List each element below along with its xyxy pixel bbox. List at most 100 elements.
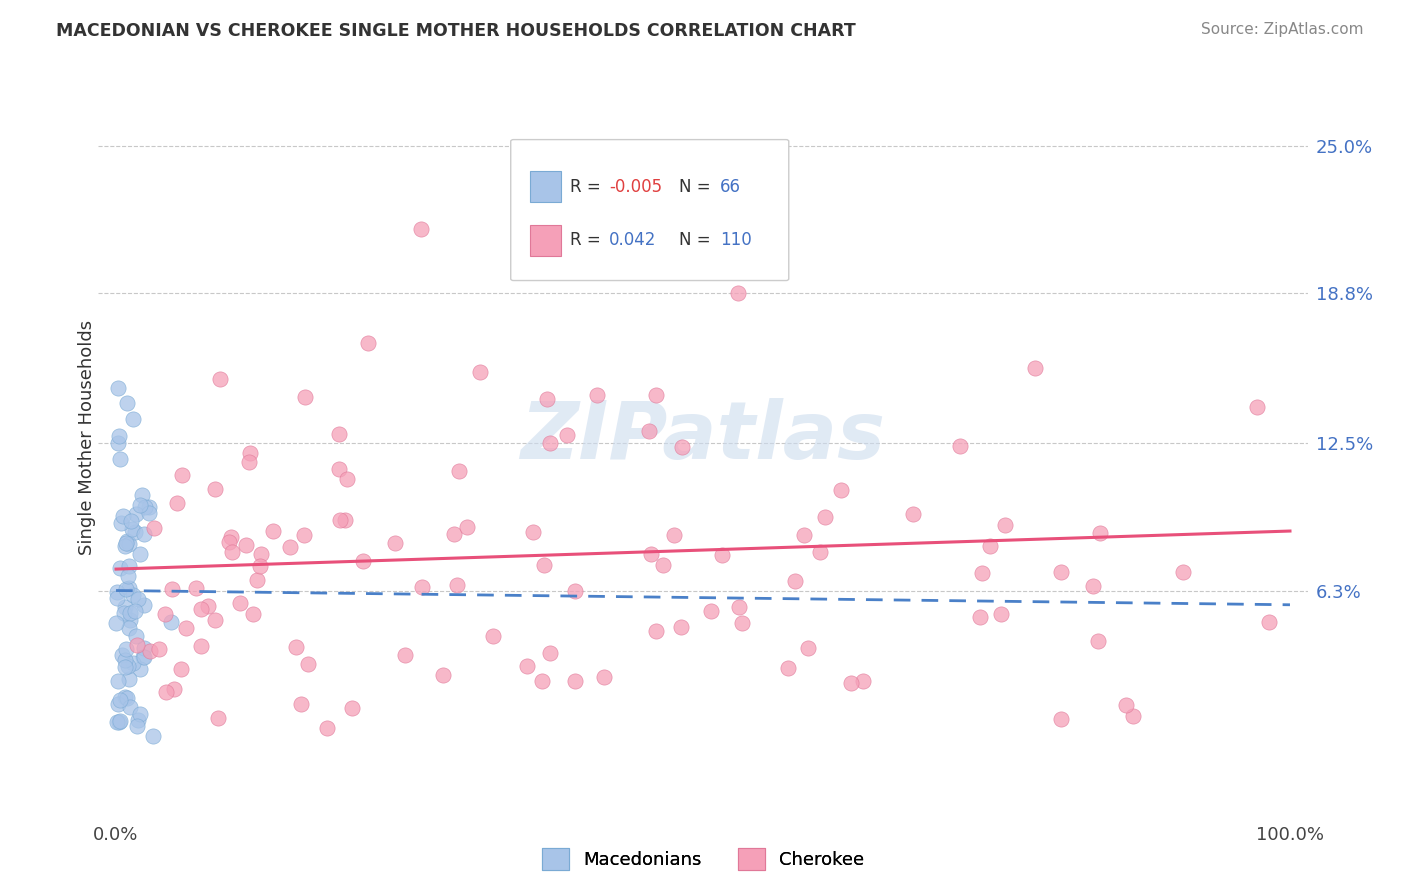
Point [262,524,284,538]
Point [536,392,558,406]
Point [1049,713,1071,727]
Y-axis label: Single Mother Households: Single Mother Households [79,319,96,555]
Point [105,615,128,630]
Point [131,488,153,502]
Text: MACEDONIAN VS CHEROKEE SINGLE MOTHER HOUSEHOLDS CORRELATION CHART: MACEDONIAN VS CHEROKEE SINGLE MOTHER HOU… [56,22,856,40]
Point [125,508,148,522]
Point [778,661,800,675]
Point [1115,698,1137,712]
Point [155,607,177,622]
Point [117,569,139,583]
Point [115,642,138,657]
Point [671,441,693,455]
Point [114,599,136,614]
Point [121,588,143,602]
Point [333,512,356,526]
Point [297,657,319,671]
Point [138,500,160,515]
Point [155,684,177,698]
Point [221,544,243,558]
Point [336,472,359,486]
Text: N =: N = [679,231,716,249]
Point [1050,565,1073,579]
Point [903,507,925,521]
Point [728,600,751,615]
Point [1171,565,1194,579]
Point [700,604,723,618]
Point [593,670,616,684]
Point [107,436,129,450]
Point [814,510,837,524]
Point [118,614,141,628]
Point [290,698,312,712]
Point [357,336,380,351]
Point [994,517,1017,532]
Point [443,526,465,541]
Point [120,514,142,528]
Point [124,604,146,618]
Point [134,598,156,612]
Point [190,602,212,616]
Point [134,527,156,541]
Point [204,613,226,627]
Point [710,548,733,562]
Point [134,500,156,515]
Point [1246,400,1268,414]
Point [117,582,139,596]
Point [662,528,685,542]
Text: R =: R = [569,231,606,249]
Point [249,558,271,573]
Point [329,513,352,527]
Point [108,429,131,443]
Point [148,642,170,657]
Point [107,715,129,730]
Point [285,640,308,654]
Point [384,536,406,550]
Point [328,427,350,442]
Point [139,644,162,658]
Point [245,573,267,587]
Point [170,662,193,676]
Point [481,629,503,643]
Point [468,365,491,379]
Point [1087,633,1109,648]
Point [170,467,193,482]
Point [292,528,315,542]
Point [447,465,470,479]
Point [143,521,166,535]
Point [229,596,252,610]
Point [122,656,145,670]
Point [1024,360,1046,375]
Point [110,516,132,530]
Point [839,675,862,690]
Point [411,581,433,595]
Point [125,638,148,652]
Point [235,538,257,552]
Point [969,610,991,624]
Point [108,714,131,728]
Point [127,719,149,733]
Point [219,530,242,544]
Point [127,713,149,727]
Point [1122,709,1144,723]
Point [160,582,183,596]
Point [115,533,138,548]
Point [118,621,141,635]
Point [456,519,478,533]
Point [174,621,197,635]
Point [516,659,538,673]
Point [132,650,155,665]
Point [731,615,754,630]
Point [115,690,138,705]
Point [163,682,186,697]
Text: ZIPatlas: ZIPatlas [520,398,886,476]
Legend: Macedonians, Cherokee: Macedonians, Cherokee [534,841,872,878]
Text: 66: 66 [720,178,741,195]
Point [207,711,229,725]
Point [118,559,141,574]
Point [979,539,1001,553]
Point [1257,615,1279,629]
Point [115,582,138,596]
Point [115,396,138,410]
Point [204,482,226,496]
